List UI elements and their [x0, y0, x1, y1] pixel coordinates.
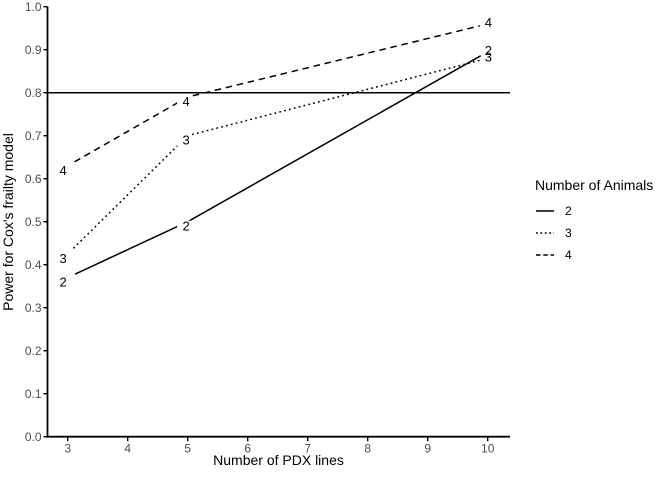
legend-entry-2: 2	[535, 200, 653, 222]
legend-entry-label: 4	[565, 248, 572, 262]
legend-key-dotted-line-icon	[536, 232, 554, 234]
x-tick-label: 6	[244, 442, 251, 456]
y-tick-label: 0.1	[25, 387, 42, 401]
y-tick-label: 0.4	[25, 258, 42, 272]
series-label-mask	[483, 44, 498, 57]
x-axis-title: Number of PDX lines	[213, 452, 344, 468]
series-point-label-2: 2	[485, 43, 492, 58]
series-point-label-2: 2	[182, 219, 189, 234]
legend: Number of Animals 2 3 4	[535, 177, 653, 266]
legend-entry-3: 3	[535, 222, 653, 244]
series-point-label-4: 4	[182, 94, 189, 109]
x-tick-label: 10	[481, 442, 495, 456]
legend-entry-label: 3	[565, 226, 572, 240]
legend-title: Number of Animals	[535, 177, 654, 193]
y-axis-title: Power for Cox's frailty model	[0, 133, 16, 311]
series-line-3	[72, 59, 481, 249]
y-tick-label: 0.8	[25, 86, 42, 100]
x-tick-label: 4	[124, 442, 131, 456]
series-label-mask	[54, 276, 69, 289]
x-tick-label: 5	[184, 442, 191, 456]
series-line-2	[74, 55, 482, 275]
series-point-label-3: 3	[182, 133, 189, 148]
y-tick-label: 0.7	[25, 129, 42, 143]
series-point-label-4: 4	[59, 163, 66, 178]
x-tick-label: 9	[424, 442, 431, 456]
series-label-mask	[177, 134, 192, 147]
legend-entry-4: 4	[535, 244, 653, 266]
y-tick-label: 0.0	[25, 430, 42, 444]
legend-key-solid-line-icon	[536, 210, 554, 212]
series-label-mask	[483, 51, 498, 63]
series-line-4	[74, 25, 481, 163]
x-tick-label: 3	[64, 442, 71, 456]
y-tick-label: 0.9	[25, 43, 42, 57]
x-tick-label: 7	[304, 442, 311, 456]
series-label-mask	[483, 16, 498, 29]
legend-entries: 2 3 4	[535, 200, 653, 266]
series-label-mask	[177, 96, 192, 108]
y-tick-label: 0.5	[25, 215, 42, 229]
y-tick-label: 0.2	[25, 344, 42, 358]
y-tick-label: 0.6	[25, 172, 42, 186]
series-point-label-3: 3	[59, 251, 66, 266]
series-label-mask	[54, 252, 69, 265]
y-tick-label: 0.3	[25, 301, 42, 315]
series-point-label-4: 4	[485, 15, 492, 30]
legend-entry-label: 2	[565, 204, 572, 218]
x-tick-label: 8	[364, 442, 371, 456]
series-point-label-2: 2	[59, 275, 66, 290]
series-point-label-3: 3	[485, 49, 492, 64]
series-label-mask	[54, 164, 69, 177]
series-label-mask	[177, 220, 192, 233]
legend-key-dashed-line-icon	[536, 254, 554, 256]
y-tick-label: 1.0	[25, 0, 42, 14]
